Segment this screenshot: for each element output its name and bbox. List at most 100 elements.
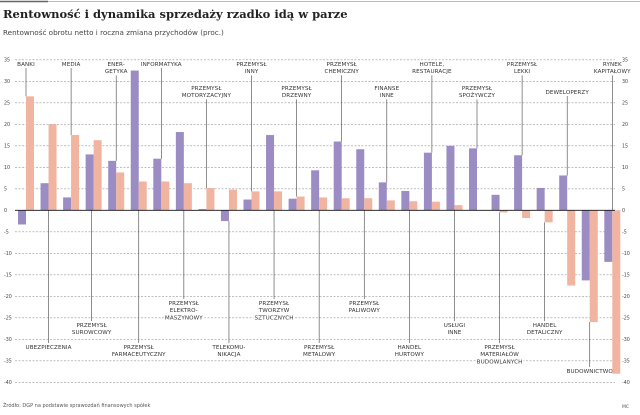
- category-label: PRZEMYSŁ: [259, 301, 290, 307]
- category-label-bg: [373, 86, 401, 92]
- bar-zmiana-przychodow: [409, 201, 418, 211]
- category-label-bg: [216, 352, 242, 359]
- y-tick-label-right: -30: [622, 337, 630, 343]
- y-tick-label-left: 35: [4, 58, 10, 64]
- category-label-bg: [393, 352, 426, 359]
- category-label-bg: [446, 330, 463, 337]
- y-tick-label-right: -35: [622, 359, 630, 365]
- category-label: USŁUGI: [444, 323, 466, 329]
- y-tick-label-left: 5: [4, 187, 7, 193]
- category-label-bg: [280, 86, 314, 92]
- category-label: KAPITAŁOWY: [594, 69, 631, 75]
- y-tick-label-left: -5: [4, 230, 9, 236]
- bar-zmiana-przychodow: [341, 198, 350, 211]
- bar-zmiana-przychodow: [544, 210, 553, 223]
- bar-zmiana-przychodow: [138, 181, 147, 211]
- bar-zmiana-przychodow: [48, 124, 57, 211]
- bar-rentownosc: [63, 197, 72, 211]
- category-label: INNE: [447, 330, 461, 336]
- category-label-bg: [347, 308, 382, 315]
- category-label: RESTAURACJE: [412, 69, 452, 75]
- y-tick-label-right: 25: [622, 101, 628, 107]
- category-label: HANDEL: [533, 323, 558, 329]
- category-label: MASZYNOWY: [165, 315, 203, 321]
- category-label-bg: [483, 345, 517, 351]
- bar-zmiana-przychodow: [522, 210, 531, 219]
- category-label: PALIWOWY: [349, 308, 381, 314]
- category-label: BUDOWNICTWO: [567, 369, 614, 375]
- category-label: FARMACEUTYCZNY: [112, 352, 166, 358]
- category-label: SPOŻYWCZY: [459, 92, 496, 99]
- category-label: CHEMICZNY: [325, 69, 360, 75]
- bar-zmiana-przychodow: [26, 96, 34, 211]
- y-tick-label-right: 10: [622, 165, 628, 171]
- category-label-bg: [378, 93, 396, 100]
- category-label-bg: [513, 69, 532, 76]
- category-label: PRZEMYSŁ: [169, 301, 200, 307]
- bar-rentownosc: [536, 187, 545, 211]
- category-label: SZTUCZNYCH: [255, 315, 294, 321]
- bar-rentownosc: [266, 135, 275, 211]
- category-label: TWORZYW: [258, 308, 290, 314]
- y-tick-label-right: -15: [622, 273, 630, 279]
- category-label-bg: [418, 62, 446, 68]
- category-label: DRZEWNY: [282, 93, 312, 99]
- category-label-bg: [75, 323, 109, 329]
- category-label-bg: [325, 62, 359, 68]
- category-label: SUROWCOWY: [72, 330, 112, 336]
- category-label: PRZEMYSŁ: [304, 345, 335, 351]
- category-label-bg: [505, 62, 540, 68]
- category-label-bg: [411, 69, 453, 76]
- y-tick-label-right: -40: [622, 380, 630, 386]
- bar-zmiana-przychodow: [93, 140, 102, 211]
- category-label: DEWELOPERZY: [546, 90, 590, 96]
- bar-rentownosc: [491, 194, 500, 211]
- category-label: MEDIA: [62, 62, 81, 68]
- category-label: PRZEMYSŁ: [76, 323, 107, 329]
- category-label-bg: [16, 62, 37, 68]
- y-tick-label-right: -20: [622, 294, 630, 300]
- bar-zmiana-przychodow: [589, 210, 598, 323]
- category-label: GETYKA: [105, 69, 128, 75]
- y-tick-label-left: 25: [4, 101, 10, 107]
- category-label-bg: [601, 62, 623, 68]
- bar-rentownosc: [175, 132, 184, 211]
- category-label: RYNEK: [603, 62, 622, 68]
- bar-zmiana-przychodow: [431, 201, 440, 211]
- bar-zmiana-przychodow: [206, 187, 215, 211]
- bar-rentownosc: [130, 70, 139, 211]
- category-label-bg: [163, 315, 205, 322]
- y-tick-label-left: -25: [4, 316, 12, 322]
- category-label-bg: [323, 69, 361, 76]
- bar-rentownosc: [18, 210, 26, 225]
- bar-rentownosc: [243, 199, 252, 211]
- category-label: UBEZPIECZENIA: [26, 345, 72, 351]
- bar-zmiana-przychodow: [274, 191, 283, 211]
- category-label: TELEKOMU-: [211, 345, 245, 351]
- y-tick-label-left: 10: [4, 165, 10, 171]
- y-tick-label-left: -10: [4, 251, 12, 257]
- bar-rentownosc: [153, 158, 162, 211]
- category-label: PRZEMYSŁ: [236, 62, 267, 68]
- category-label: HANDEL: [397, 345, 422, 351]
- bar-zmiana-przychodow: [386, 200, 395, 211]
- bar-zmiana-przychodow: [228, 189, 237, 211]
- chart-subtitle: Rentowność obrotu netto i roczna zmiana …: [3, 28, 224, 37]
- y-tick-label-left: -35: [4, 359, 12, 365]
- category-label: HOTELE,: [420, 62, 445, 68]
- category-label: LEKKI: [514, 69, 530, 75]
- category-label-bg: [479, 351, 521, 359]
- bar-zmiana-przychodow: [319, 197, 328, 211]
- author-mark: MC: [622, 405, 630, 410]
- bar-rentownosc: [198, 209, 207, 211]
- bar-rentownosc: [469, 148, 477, 211]
- source-note: Źródło: DGP na podstawie sprawozdań fina…: [3, 403, 151, 409]
- category-label-bg: [253, 315, 295, 322]
- y-tick-label-right: 35: [622, 58, 628, 64]
- y-tick-label-left: -15: [4, 273, 12, 279]
- category-label-bg: [531, 323, 559, 329]
- category-label-bg: [565, 369, 615, 375]
- y-tick-label-left: 0: [4, 208, 7, 214]
- category-label: PRZEMYSŁ: [349, 301, 380, 307]
- y-tick-label-left: 20: [4, 122, 10, 128]
